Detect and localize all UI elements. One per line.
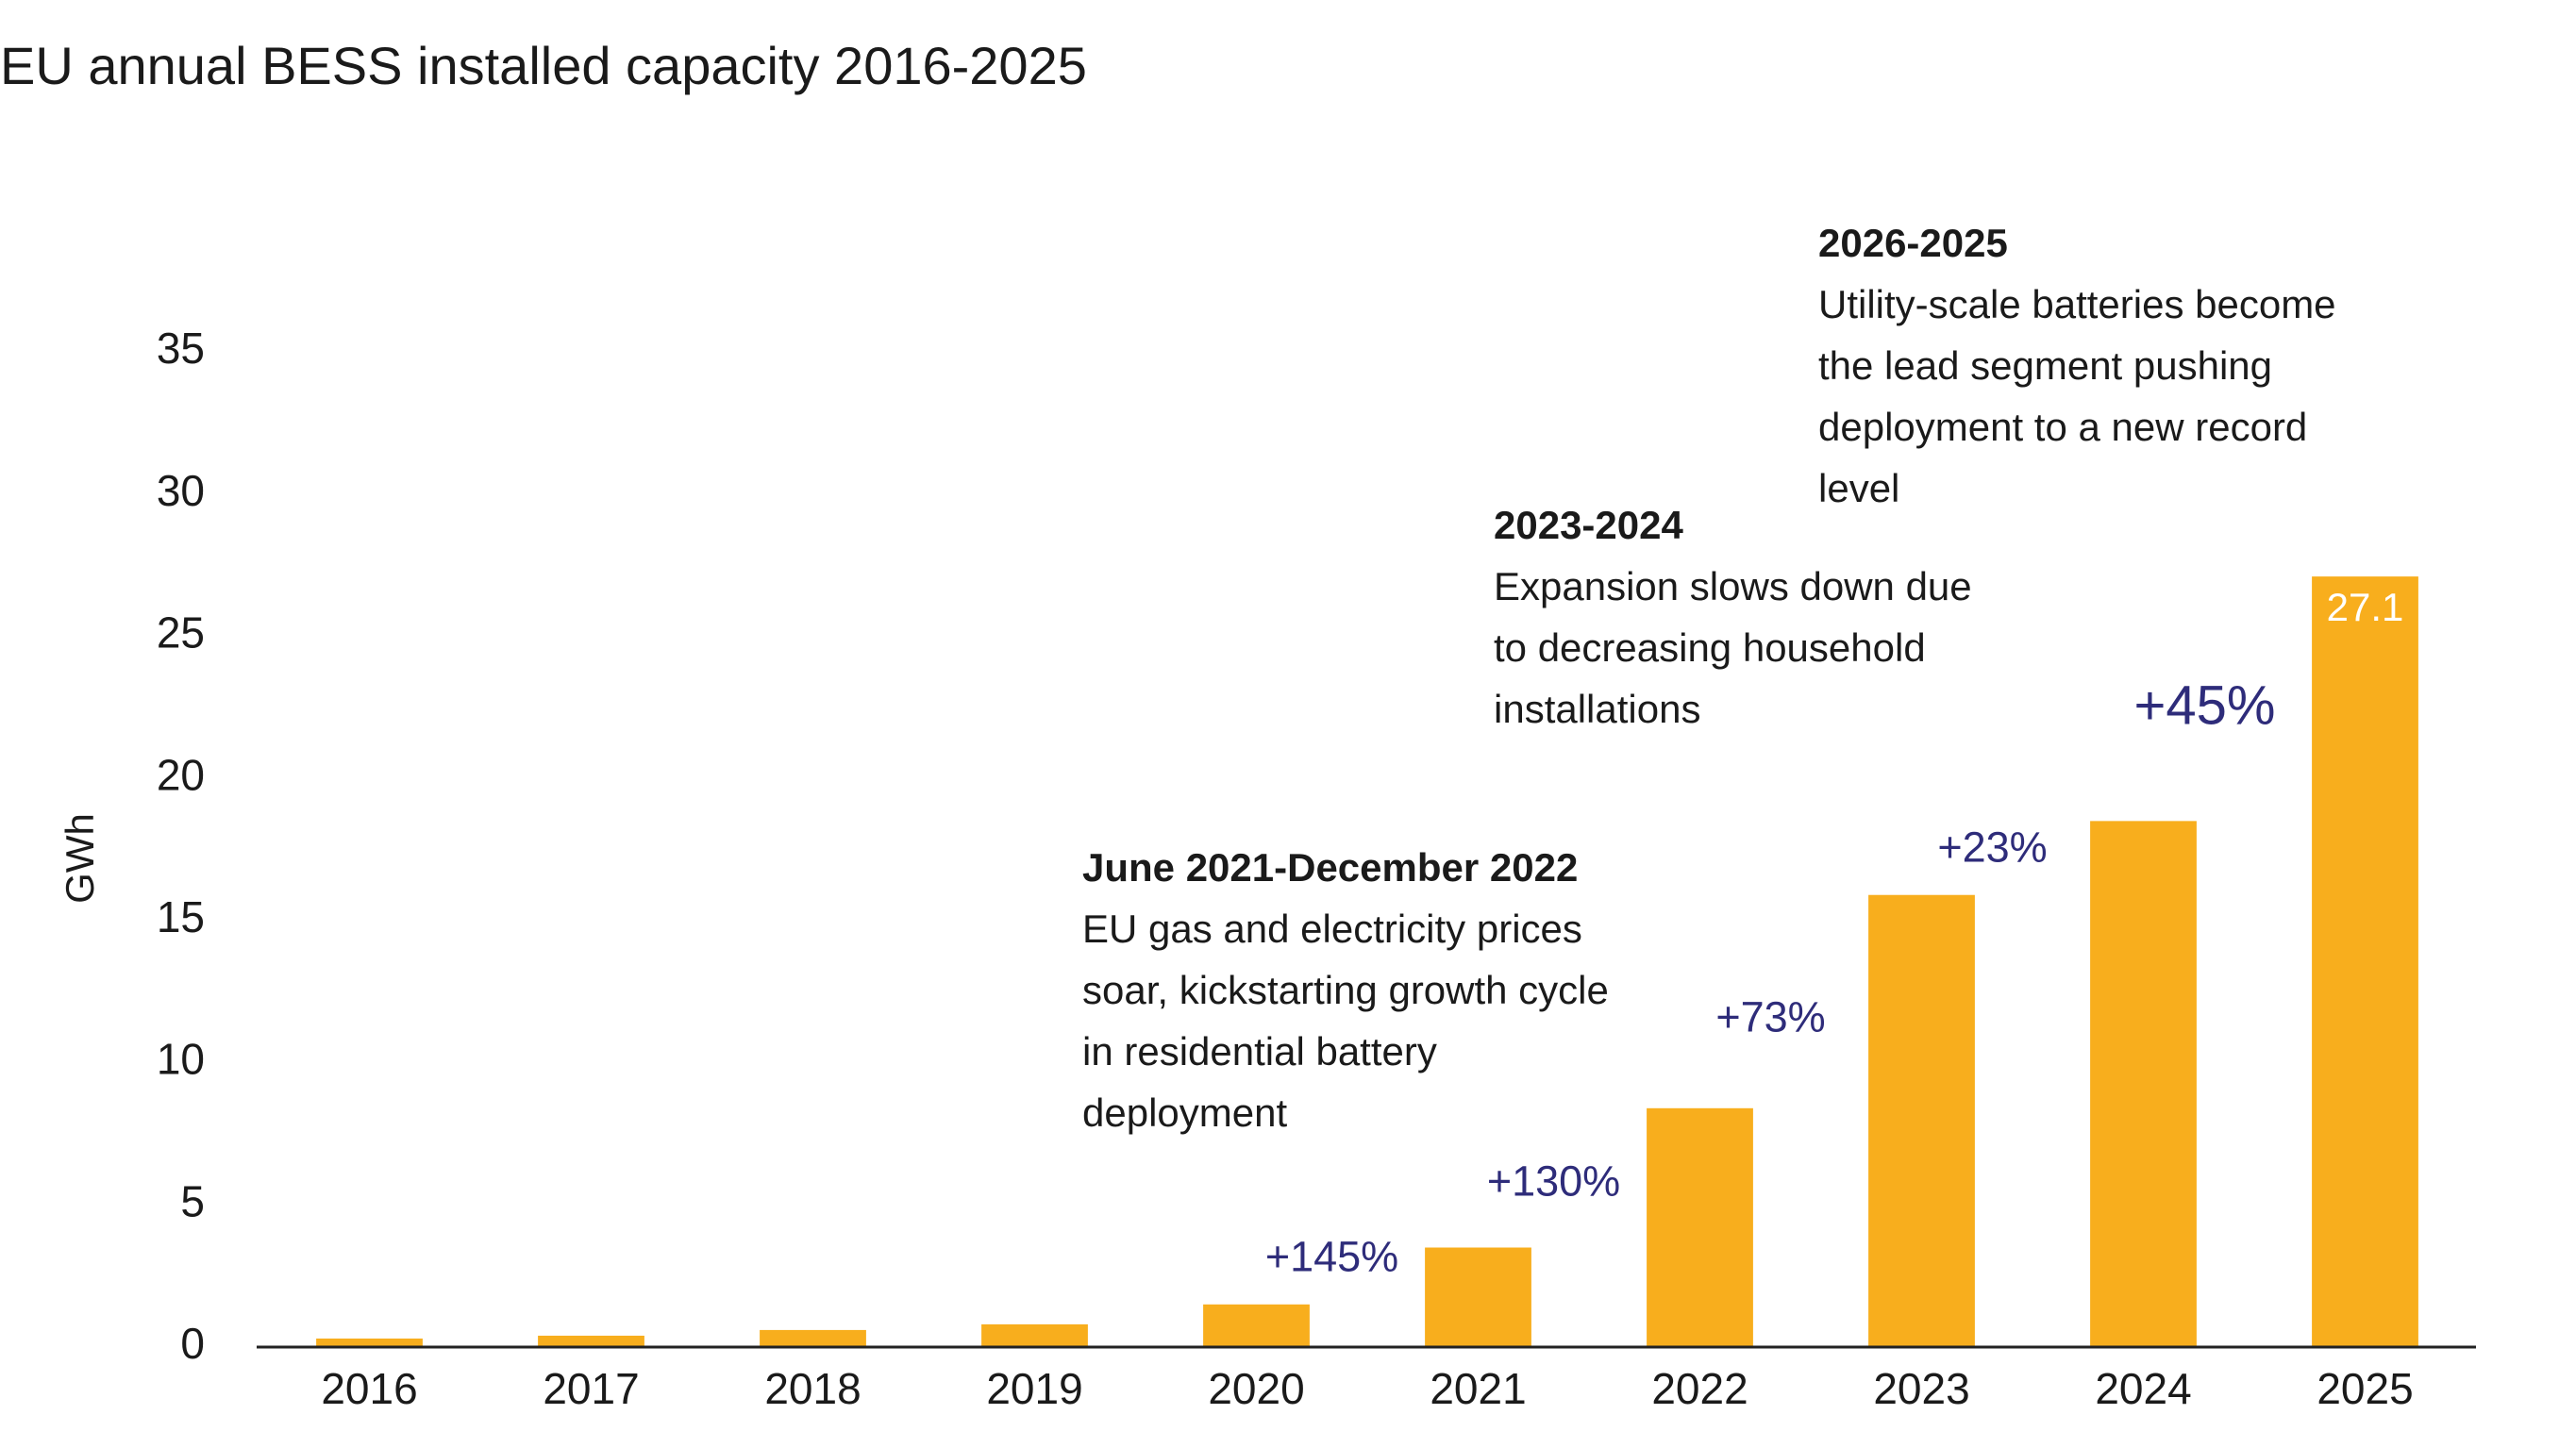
- annotation-text: Utility-scale batteries become: [1818, 282, 2336, 326]
- x-tick-label: 2021: [1430, 1364, 1526, 1413]
- annotation-heading: 2023-2024: [1494, 503, 1683, 547]
- y-tick-label: 10: [157, 1035, 205, 1084]
- x-tick-label: 2018: [764, 1364, 861, 1413]
- bar: [1868, 894, 1975, 1347]
- annotation-text: the lead segment pushing: [1818, 343, 2272, 388]
- y-tick-label: 0: [180, 1319, 205, 1368]
- growth-label: +45%: [2134, 675, 2276, 737]
- bar: [538, 1335, 644, 1347]
- annotation-text: deployment to a new record: [1818, 405, 2307, 449]
- annotation-text: soar, kickstarting growth cycle: [1082, 968, 1609, 1012]
- annotation-text: level: [1818, 466, 1899, 510]
- y-axis-label: GWh: [58, 813, 102, 904]
- x-tick-label: 2019: [986, 1364, 1082, 1413]
- annotation-heading: June 2021-December 2022: [1082, 845, 1578, 890]
- bar: [2312, 576, 2418, 1347]
- y-tick-label: 25: [157, 608, 205, 657]
- growth-label: +73%: [1715, 993, 1825, 1041]
- x-tick-label: 2020: [1208, 1364, 1304, 1413]
- chart-title: EU annual BESS installed capacity 2016-2…: [0, 36, 1087, 95]
- y-tick-label: 30: [157, 466, 205, 515]
- annotation-heading: 2026-2025: [1818, 221, 2008, 265]
- annotation-text: EU gas and electricity prices: [1082, 907, 1582, 951]
- annotation-text: deployment: [1082, 1090, 1287, 1135]
- x-tick-label: 2016: [321, 1364, 417, 1413]
- y-tick-label: 20: [157, 750, 205, 799]
- bar: [2090, 821, 2197, 1347]
- bar: [760, 1329, 866, 1347]
- annotation-text: installations: [1494, 687, 1700, 731]
- value-label: 27.1: [2327, 585, 2404, 629]
- growth-label: +130%: [1487, 1157, 1620, 1205]
- y-tick-label: 15: [157, 892, 205, 941]
- x-tick-label: 2022: [1651, 1364, 1748, 1413]
- x-tick-label: 2023: [1873, 1364, 1969, 1413]
- x-tick-label: 2025: [2317, 1364, 2413, 1413]
- bar: [316, 1338, 423, 1347]
- x-tick-label: 2017: [543, 1364, 639, 1413]
- annotation-text: in residential battery: [1082, 1029, 1437, 1074]
- bar: [1425, 1247, 1531, 1347]
- annotation-text: Expansion slows down due: [1494, 564, 1972, 608]
- bar: [1203, 1304, 1310, 1347]
- y-tick-label: 5: [180, 1176, 205, 1225]
- x-tick-label: 2024: [2095, 1364, 2191, 1413]
- growth-label: +23%: [1937, 824, 2047, 872]
- growth-label: +145%: [1265, 1233, 1398, 1281]
- bar: [981, 1323, 1088, 1347]
- y-tick-label: 35: [157, 324, 205, 373]
- bar: [1647, 1107, 1753, 1347]
- annotation-text: to decreasing household: [1494, 625, 1926, 670]
